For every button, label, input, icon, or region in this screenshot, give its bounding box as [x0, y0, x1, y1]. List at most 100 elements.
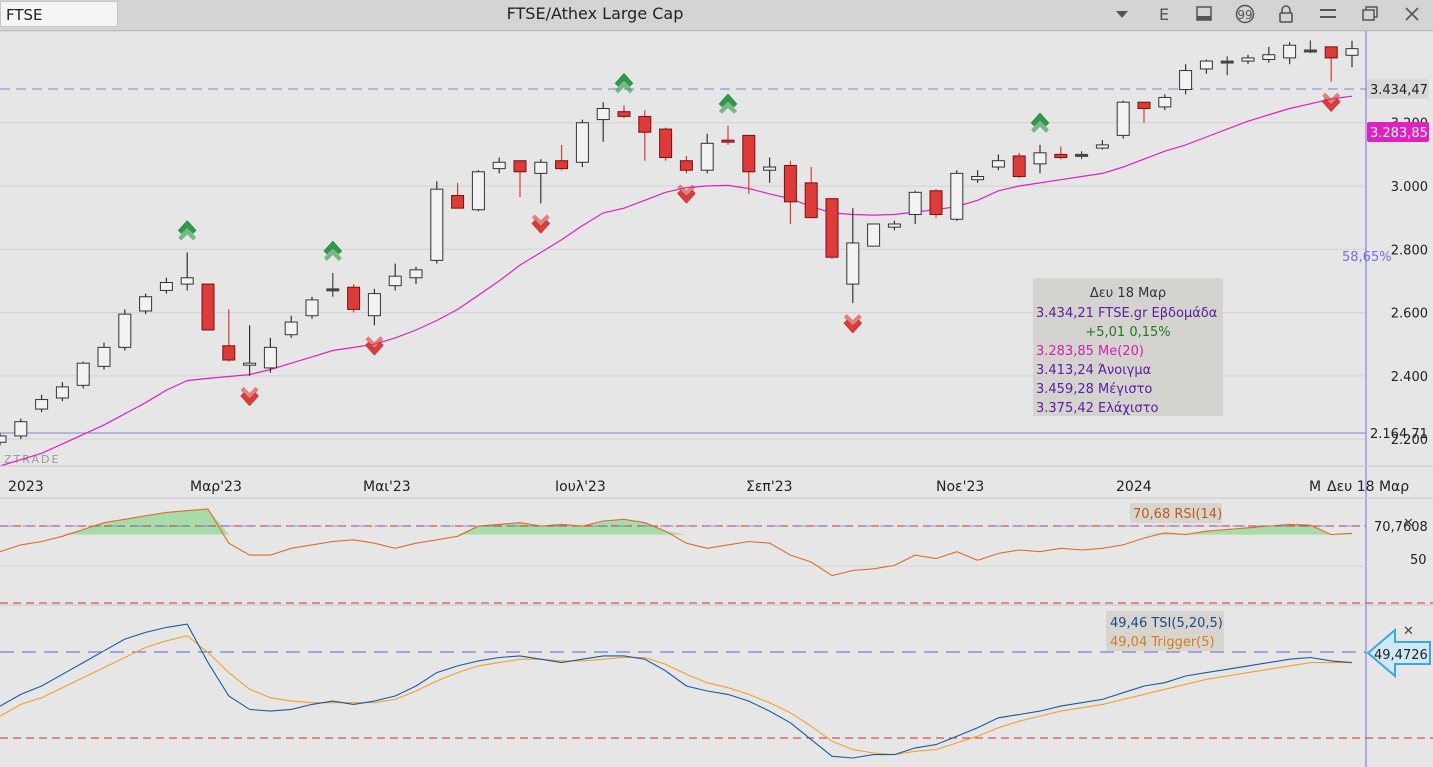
candle	[1075, 151, 1089, 160]
sell-arrow-upper	[1322, 92, 1341, 106]
sell-arrow-upper	[843, 314, 862, 328]
tsi-panel: 49,46 TSI(5,20,5) 49,04 Trigger(5) ✕ 49,…	[0, 604, 1433, 759]
x-axis-label: Ιουλ'23	[555, 479, 606, 495]
candle	[14, 418, 28, 440]
rsi-line	[0, 508, 1353, 577]
candle-body	[388, 275, 402, 287]
buy-signal-icon	[1030, 112, 1050, 133]
candle	[55, 382, 69, 402]
tsi-line	[0, 623, 1353, 759]
candle	[1262, 46, 1276, 63]
candle	[367, 288, 381, 326]
buy-arrow-lower	[1031, 119, 1049, 133]
x-axis-label: Δευ 18 Μαρ	[1327, 479, 1409, 495]
candle-body	[284, 321, 298, 336]
lock-icon[interactable]	[1274, 3, 1298, 25]
rsi-legend: 70,68 RSI(14)	[1133, 507, 1222, 522]
candle-body	[887, 223, 901, 228]
candle-body	[596, 108, 610, 121]
rsi-tick-50: 50	[1410, 553, 1427, 568]
sell-arrow-upper	[531, 214, 550, 228]
candle	[617, 105, 631, 118]
candle-body	[971, 176, 985, 181]
candle-body	[14, 421, 28, 437]
candle	[97, 342, 111, 370]
tsi-last-label: 49,4726	[1374, 648, 1428, 663]
candle	[284, 315, 298, 338]
dropdown-arrow-icon[interactable]	[1110, 3, 1134, 25]
candle	[1283, 42, 1297, 65]
candle-body	[55, 386, 69, 399]
candle-body	[804, 182, 818, 219]
candle	[867, 223, 881, 247]
candle-body	[492, 161, 506, 170]
candle	[263, 337, 277, 373]
menu-icon[interactable]	[1316, 3, 1340, 25]
candle-body	[1075, 153, 1089, 157]
trigger-line	[0, 635, 1352, 756]
candle-body	[326, 288, 340, 292]
restore-icon[interactable]	[1358, 3, 1382, 25]
candle	[180, 252, 194, 291]
candle-body	[35, 399, 49, 410]
candle	[991, 154, 1005, 171]
candle-body	[1054, 153, 1068, 159]
candle-body	[1012, 155, 1026, 178]
candle	[700, 133, 714, 174]
sell-arrow-lower	[240, 392, 259, 407]
sell-arrow-upper	[365, 336, 384, 350]
candle-body	[471, 171, 485, 211]
quote-icon[interactable]: 99	[1233, 3, 1257, 25]
candle	[243, 325, 257, 376]
candle	[451, 182, 465, 209]
chart-title: FTSE/Athex Large Cap	[506, 4, 684, 23]
rsi-close-icon[interactable]: ✕	[1403, 516, 1414, 531]
buy-arrow-upper	[1030, 112, 1050, 127]
candle-body	[742, 134, 756, 173]
candle-body	[617, 111, 631, 117]
tsi-arrow-marker: 49,4726	[1366, 627, 1431, 679]
candle	[159, 277, 173, 294]
candle	[742, 134, 756, 194]
candle	[118, 309, 132, 351]
tooltip-date: Δευ 18 Μαρ	[1090, 286, 1166, 301]
candle	[1324, 46, 1338, 82]
candle-body	[263, 346, 277, 369]
tooltip-low: 3.375,42 Ελάχιστο	[1036, 401, 1158, 416]
candle	[513, 160, 527, 198]
sell-signal-icon	[843, 314, 863, 334]
candle	[305, 296, 319, 319]
symbol-input[interactable]: FTSE	[0, 1, 118, 27]
candle	[388, 263, 402, 291]
tooltip-close: 3.434,21 FTSE.gr Εβδομάδα	[1036, 306, 1217, 321]
candle	[1054, 146, 1068, 160]
panel-icon[interactable]	[1192, 3, 1216, 25]
candle-body	[0, 435, 7, 443]
buy-arrow-lower	[323, 248, 342, 262]
buy-arrow-upper	[718, 93, 738, 108]
candle-body	[139, 296, 153, 312]
sell-arrow-lower	[365, 341, 384, 356]
tooltip-ma: 3.283,85 Me(20)	[1036, 344, 1144, 359]
candle-body	[243, 362, 257, 366]
candle	[555, 144, 569, 171]
close-icon[interactable]	[1400, 3, 1424, 25]
candle-body	[721, 139, 735, 143]
y-tick-label: 2.400	[1391, 370, 1428, 385]
candle	[1116, 100, 1130, 139]
candle-body	[430, 188, 444, 261]
candle	[659, 127, 673, 161]
mode-button[interactable]: E	[1158, 4, 1170, 24]
candle	[596, 102, 610, 142]
buy-arrow-lower	[178, 227, 197, 241]
tsi-close-icon[interactable]: ✕	[1403, 624, 1414, 639]
candle-body	[846, 242, 860, 285]
last-price-label-bg	[1367, 79, 1429, 99]
candle	[139, 293, 153, 315]
sell-arrow-upper	[677, 184, 696, 198]
candle-body	[867, 223, 881, 247]
tooltip-high: 3.459,28 Μέγιστο	[1036, 382, 1152, 397]
buy-arrow-upper	[614, 72, 634, 87]
